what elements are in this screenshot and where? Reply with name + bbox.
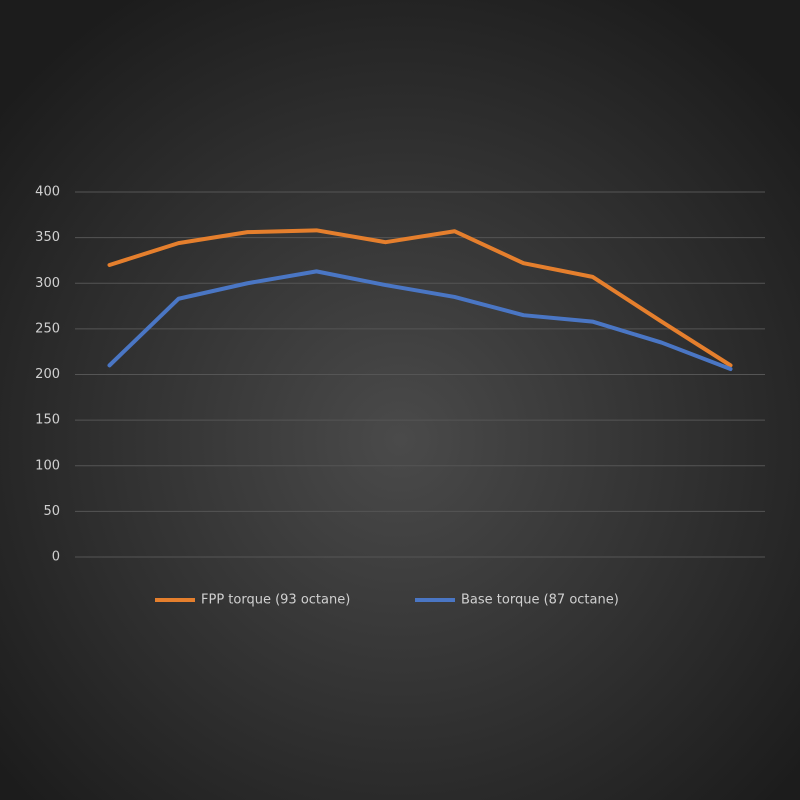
y-tick-label: 200 [35,367,60,382]
y-tick-label: 300 [35,276,60,291]
y-tick-label: 250 [35,321,60,336]
y-tick-label: 50 [43,504,60,519]
y-tick-label: 100 [35,458,60,473]
y-tick-label: 400 [35,185,60,200]
y-tick-label: 150 [35,413,60,428]
legend-label: FPP torque (93 octane) [201,593,350,608]
legend-label: Base torque (87 octane) [461,593,619,608]
y-tick-label: 350 [35,230,60,245]
series-line [107,269,733,372]
y-tick-label: 0 [52,550,60,565]
series-line [107,228,733,368]
